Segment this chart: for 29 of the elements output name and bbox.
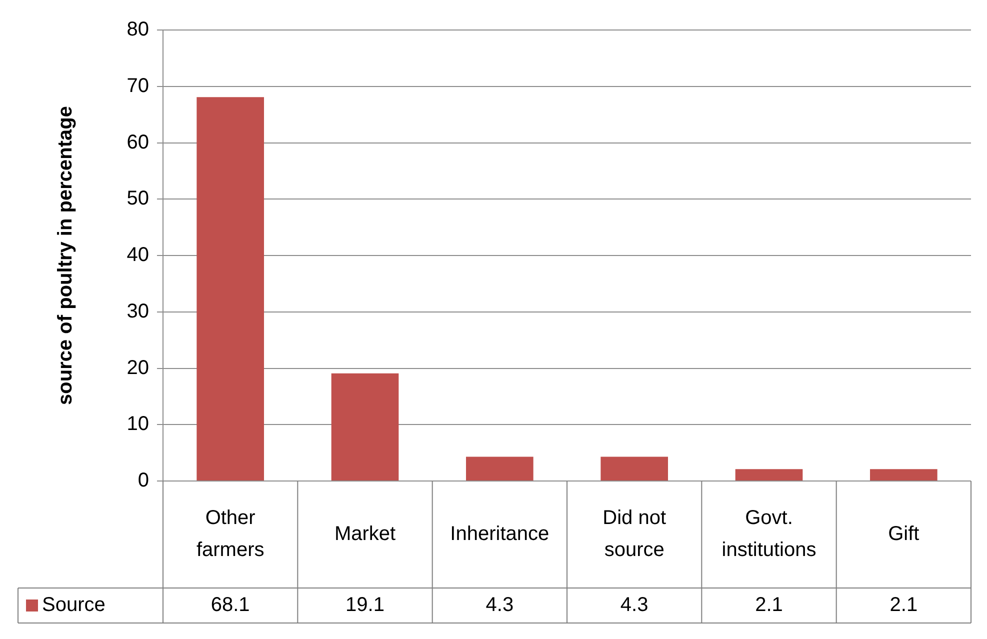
bar <box>600 456 668 480</box>
bar <box>466 456 534 480</box>
y-tick-label: 50 <box>126 188 149 210</box>
x-tick-label: Market <box>334 523 396 546</box>
data-label: 19.1 <box>346 594 384 616</box>
bar <box>870 469 938 480</box>
y-tick-label: 10 <box>126 413 149 436</box>
data-label: 2.1 <box>755 594 783 616</box>
y-tick-label: 0 <box>138 470 149 492</box>
x-tick-label: Gift <box>888 523 920 546</box>
data-label: 4.3 <box>486 594 514 616</box>
x-tick-label: Other farmers <box>196 507 264 562</box>
x-tick-label: Govt. institutions <box>722 507 816 562</box>
bar <box>735 469 803 480</box>
data-label: 68.1 <box>210 594 250 616</box>
legend-label: Source <box>42 594 106 616</box>
data-label: 2.1 <box>890 594 918 616</box>
y-tick-label: 20 <box>126 356 149 379</box>
y-tick-label: 80 <box>126 18 149 41</box>
y-tick-label: 30 <box>126 300 149 322</box>
x-tick-label: Did not source <box>602 507 666 562</box>
y-axis-title: source of poultry in percentage <box>54 106 77 405</box>
bar <box>331 373 399 480</box>
y-tick-label: 60 <box>126 131 149 154</box>
data-label: 4.3 <box>620 594 648 616</box>
bar <box>196 97 264 480</box>
y-tick-label: 70 <box>126 74 149 97</box>
y-tick-label: 40 <box>126 244 149 266</box>
x-tick-label: Inheritance <box>450 523 550 546</box>
